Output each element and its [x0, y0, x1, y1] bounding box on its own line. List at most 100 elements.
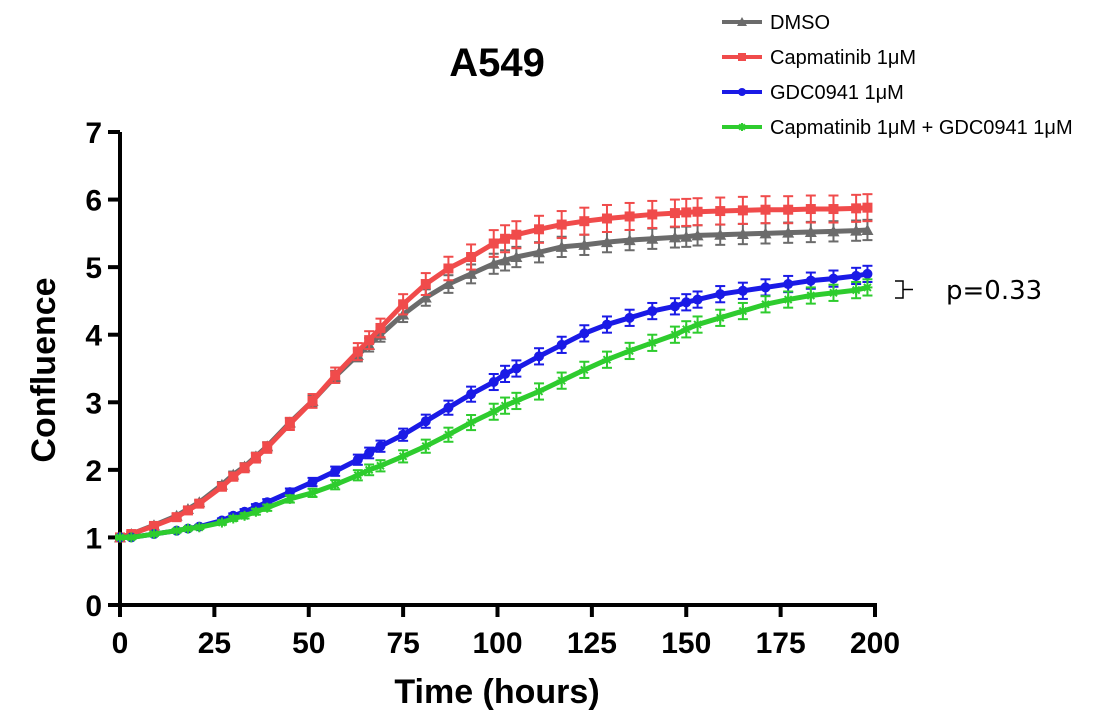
- y-tick-label: 6: [85, 185, 102, 218]
- data-points: [115, 282, 873, 543]
- data-point: [307, 477, 318, 488]
- data-point: [736, 228, 749, 240]
- data-point: [375, 322, 386, 333]
- data-point: [579, 328, 590, 339]
- data-point: [443, 429, 454, 440]
- data-point: [500, 368, 511, 379]
- x-tick-label: 100: [472, 627, 522, 660]
- x-tick-label: 175: [756, 627, 806, 660]
- data-point: [669, 329, 680, 340]
- data-point: [578, 238, 591, 250]
- data-point: [419, 291, 432, 303]
- data-point: [375, 460, 386, 471]
- data-point: [737, 17, 747, 26]
- x-axis-label: Time (hours): [394, 673, 599, 711]
- data-point: [760, 299, 771, 310]
- data-point: [692, 294, 703, 305]
- data-point: [510, 251, 523, 263]
- data-point: [681, 207, 692, 218]
- data-point: [715, 289, 726, 300]
- data-point: [364, 447, 375, 458]
- data-point: [420, 441, 431, 452]
- x-tick-label: 125: [567, 627, 617, 660]
- data-point: [624, 312, 635, 323]
- data-point: [352, 454, 363, 465]
- data-point: [420, 279, 431, 290]
- data-point: [216, 517, 227, 528]
- data-point: [850, 224, 863, 236]
- p-value-text: p=0.33: [946, 276, 1042, 306]
- data-point: [669, 208, 680, 219]
- data-point: [194, 522, 205, 533]
- y-ticks: 0 1 2 3 4 5 6 7: [85, 117, 120, 623]
- data-point: [669, 301, 680, 312]
- data-point: [499, 254, 512, 266]
- data-point: [714, 228, 727, 240]
- data-point: [307, 487, 318, 498]
- legend-item: GDC0941 1μM: [722, 82, 904, 104]
- data-point: [715, 206, 726, 217]
- data-point: [556, 339, 567, 350]
- data-point: [668, 231, 681, 243]
- data-point: [579, 216, 590, 227]
- data-point: [443, 402, 454, 413]
- y-tick-label: 4: [85, 320, 102, 353]
- data-point: [398, 299, 409, 310]
- legend-item: DMSO: [722, 12, 830, 34]
- data-point: [737, 285, 748, 296]
- data-point: [579, 364, 590, 375]
- data-point: [556, 375, 567, 386]
- data-point: [646, 232, 659, 244]
- data-point: [398, 451, 409, 462]
- legend-label: DMSO: [770, 12, 830, 34]
- data-point: [862, 268, 873, 279]
- data-point: [737, 205, 748, 216]
- data-point: [488, 238, 499, 249]
- data-point: [534, 386, 545, 397]
- data-point: [601, 213, 612, 224]
- data-point: [375, 441, 386, 452]
- x-ticks: 0 25 50 75 100 125 150 175 200: [112, 605, 900, 660]
- data-point: [307, 395, 318, 406]
- data-point: [182, 505, 193, 516]
- legend-item: Capmatinib 1μM + GDC0941 1μM: [722, 117, 1073, 139]
- data-point: [442, 278, 455, 290]
- chart-title: A549: [449, 41, 545, 85]
- data-point: [250, 506, 261, 517]
- legend-label: Capmatinib 1μM + GDC0941 1μM: [770, 117, 1073, 139]
- data-point: [738, 123, 746, 131]
- data-point: [556, 219, 567, 230]
- data-point: [239, 462, 250, 473]
- x-tick-label: 75: [386, 627, 419, 660]
- data-point: [828, 204, 839, 215]
- data-point: [783, 204, 794, 215]
- y-tick-label: 3: [85, 387, 102, 420]
- data-point: [783, 294, 794, 305]
- data-point: [250, 452, 261, 463]
- data-point: [783, 279, 794, 290]
- data-point: [862, 202, 873, 213]
- y-tick-label: 5: [85, 252, 102, 285]
- data-point: [330, 479, 341, 490]
- data-point: [364, 464, 375, 475]
- data-point: [239, 510, 250, 521]
- data-point: [782, 226, 795, 238]
- data-point: [487, 257, 500, 269]
- data-point: [148, 520, 159, 531]
- data-point: [511, 395, 522, 406]
- data-point: [647, 209, 658, 220]
- data-point: [284, 418, 295, 429]
- x-tick-label: 25: [198, 627, 231, 660]
- data-point: [692, 319, 703, 330]
- data-point: [126, 532, 137, 543]
- data-point: [115, 532, 125, 543]
- x-tick-label: 50: [292, 627, 325, 660]
- data-point: [511, 363, 522, 374]
- y-axis-label: Confluence: [25, 277, 63, 462]
- data-point: [624, 211, 635, 222]
- data-point: [171, 512, 182, 523]
- series-2: [115, 193, 873, 543]
- data-point: [364, 335, 375, 346]
- data-point: [737, 306, 748, 317]
